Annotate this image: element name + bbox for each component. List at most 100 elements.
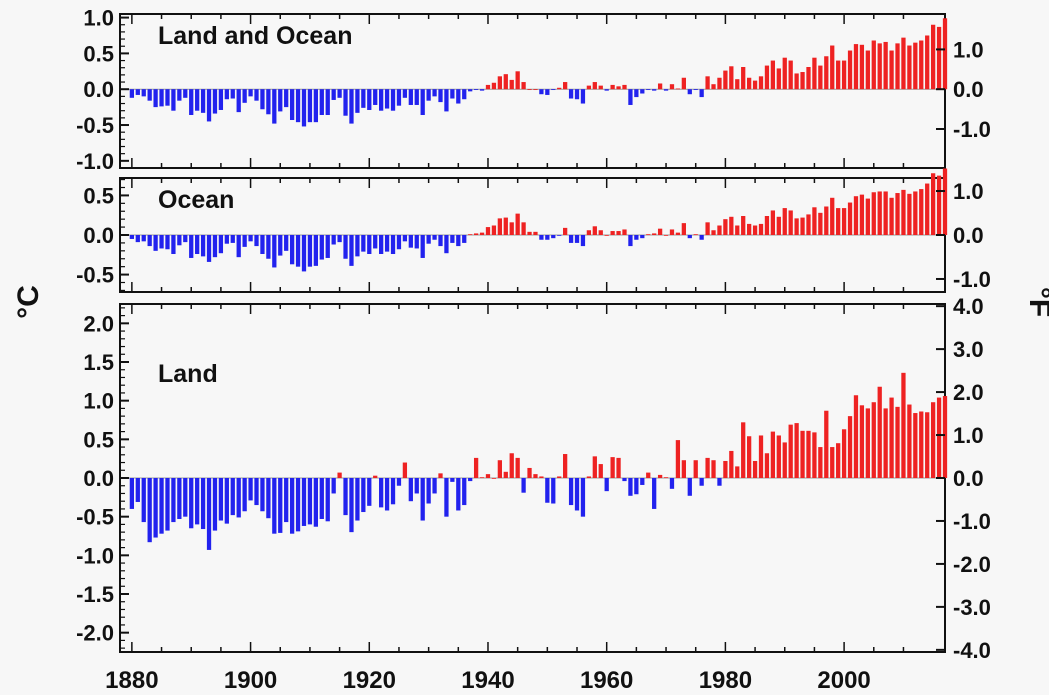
bar-1935 <box>456 478 461 511</box>
bar-1920 <box>367 235 372 254</box>
bar-2002 <box>853 196 859 235</box>
bar-1949 <box>539 476 544 478</box>
bar-1913 <box>325 235 330 258</box>
bar-1929 <box>420 235 425 258</box>
bar-1947 <box>527 231 532 235</box>
y-tick-label-left: -1.0 <box>76 543 114 568</box>
bar-1895 <box>218 89 224 110</box>
bar-2003 <box>859 405 865 478</box>
bar-1972 <box>675 88 681 90</box>
bar-2010 <box>901 189 906 235</box>
bar-1901 <box>254 89 259 101</box>
bar-1883 <box>147 478 152 543</box>
bar-1889 <box>183 235 188 243</box>
bar-2013 <box>919 189 924 235</box>
bar-2011 <box>907 45 912 90</box>
y-tick-label-left: -1.5 <box>76 582 114 607</box>
bar-1925 <box>396 235 402 250</box>
bar-1930 <box>426 89 431 101</box>
y-tick-label-left: 0.5 <box>83 183 114 208</box>
bar-1963 <box>622 229 627 235</box>
bar-1909 <box>301 235 307 272</box>
y-tick-label-right: -1.0 <box>953 267 991 292</box>
y-tick-label-left: 0.5 <box>83 427 114 452</box>
bar-1933 <box>444 235 449 254</box>
y-tick-label-right: 4.0 <box>953 294 984 319</box>
bar-1939 <box>479 477 485 479</box>
bar-2011 <box>907 404 912 478</box>
panel-title: Land <box>158 360 218 388</box>
bar-1980 <box>723 70 728 90</box>
y-tick-label-left: -2.0 <box>76 621 114 646</box>
y-tick-label-right: -1.0 <box>953 509 991 534</box>
bar-1947 <box>527 467 532 478</box>
bar-1884 <box>153 89 158 108</box>
bar-1905 <box>278 478 283 533</box>
x-tick-label: 1960 <box>580 667 633 694</box>
bar-1894 <box>212 478 218 531</box>
bar-2006 <box>877 191 882 235</box>
bar-1951 <box>551 89 556 91</box>
bar-1960 <box>604 235 609 236</box>
bar-1948 <box>533 474 538 478</box>
bar-1966 <box>640 235 645 239</box>
bar-1902 <box>260 89 265 110</box>
bar-1985 <box>752 80 758 90</box>
bar-1915 <box>337 472 342 478</box>
bar-2007 <box>883 408 888 478</box>
bar-1946 <box>521 82 526 90</box>
y-tick-label-left: -0.5 <box>76 113 114 138</box>
bar-1953 <box>563 454 568 478</box>
bar-1962 <box>616 457 621 478</box>
bar-1955 <box>574 478 580 511</box>
bar-1884 <box>153 235 158 251</box>
bar-1958 <box>592 456 597 478</box>
bar-1889 <box>183 89 188 98</box>
bar-1938 <box>473 89 479 91</box>
bar-1971 <box>669 478 675 489</box>
bar-1883 <box>147 235 152 247</box>
bar-1991 <box>788 424 793 478</box>
bar-1896 <box>224 235 229 244</box>
bar-1965 <box>634 89 639 98</box>
bar-1997 <box>824 206 829 235</box>
bar-2012 <box>913 413 918 478</box>
bar-1978 <box>711 84 716 90</box>
bar-2006 <box>877 43 882 90</box>
bar-1999 <box>836 443 841 478</box>
bar-2010 <box>901 37 906 90</box>
bar-2007 <box>883 191 888 235</box>
bar-2002 <box>853 44 859 90</box>
bar-1928 <box>414 235 419 249</box>
bar-1899 <box>242 235 247 247</box>
bar-1933 <box>444 89 449 112</box>
bar-1957 <box>586 230 592 235</box>
bar-1978 <box>711 230 716 235</box>
y-tick-label-right: -3.0 <box>953 595 991 620</box>
bar-1963 <box>622 84 627 90</box>
bar-1916 <box>343 478 348 516</box>
bar-1985 <box>752 225 758 235</box>
bar-1969 <box>657 474 663 478</box>
x-tick-label: 1880 <box>105 667 158 694</box>
bar-1987 <box>764 216 770 235</box>
bar-1991 <box>788 210 793 235</box>
bar-1919 <box>361 235 366 252</box>
x-tick-label: 2000 <box>817 667 870 694</box>
bar-1942 <box>497 460 502 478</box>
bar-1932 <box>438 235 443 247</box>
bar-1914 <box>331 235 336 245</box>
bar-1918 <box>355 89 360 113</box>
bar-1888 <box>177 235 182 246</box>
bar-1926 <box>402 462 408 478</box>
y-tick-label-left: 2.0 <box>83 311 114 336</box>
bar-1945 <box>515 71 520 90</box>
x-tick-label: 1940 <box>461 667 514 694</box>
bar-1951 <box>551 235 556 239</box>
bar-2015 <box>930 24 936 90</box>
bar-1923 <box>384 89 390 109</box>
bar-1999 <box>836 60 841 90</box>
bar-1935 <box>456 89 461 104</box>
bar-2013 <box>919 40 924 90</box>
bar-1961 <box>610 231 615 235</box>
